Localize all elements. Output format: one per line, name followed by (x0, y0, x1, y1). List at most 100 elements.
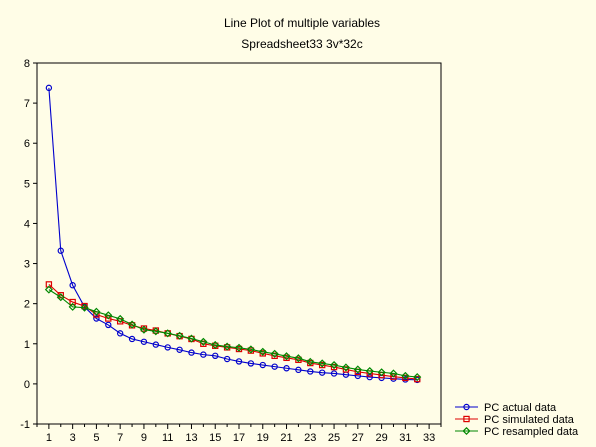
data-point-circle (463, 403, 470, 411)
data-point-diamond (44, 285, 53, 294)
data-point-square (318, 361, 326, 369)
data-point-diamond (462, 426, 471, 436)
y-tick-label: -1 (20, 419, 30, 431)
data-point-diamond (187, 334, 196, 343)
legend-label: PC actual data (484, 402, 557, 414)
x-tick-label: 19 (257, 432, 269, 444)
data-point-circle (128, 335, 136, 343)
data-point-circle (45, 84, 53, 92)
series-line (48, 289, 418, 378)
legend-label: PC simulated data (484, 414, 575, 426)
data-point-diamond (234, 343, 244, 352)
series-line (48, 87, 418, 381)
data-point-circle (212, 352, 219, 360)
data-point-circle (176, 346, 183, 353)
data-point-circle (318, 369, 326, 376)
data-point-square (463, 415, 470, 423)
data-point-circle (152, 341, 160, 348)
data-point-diamond (116, 314, 125, 323)
chart-subtitle: Spreadsheet33 3v*32c (241, 37, 362, 51)
data-point-diamond (139, 325, 148, 334)
data-point-circle (247, 360, 255, 367)
data-point-diamond (223, 342, 232, 351)
x-tick-label: 21 (280, 432, 292, 444)
data-point-square (342, 366, 350, 373)
data-point-diamond (68, 302, 77, 311)
x-tick-label: 29 (375, 432, 387, 444)
x-tick-label: 1 (46, 432, 52, 444)
data-point-square (295, 356, 302, 364)
data-point-diamond (270, 349, 279, 358)
x-tick-label: 5 (93, 432, 99, 444)
data-point-diamond (389, 369, 398, 378)
y-tick-label: 0 (24, 379, 30, 391)
x-tick-label: 23 (304, 432, 316, 444)
data-point-diamond (246, 345, 255, 354)
data-point-diamond (128, 320, 137, 329)
data-point-diamond (104, 311, 113, 320)
legend-label: PC resampled data (484, 426, 579, 438)
data-point-square (81, 302, 88, 310)
data-point-circle (164, 344, 171, 351)
x-tick-label: 3 (70, 432, 76, 444)
data-point-circle (93, 315, 100, 322)
x-tick-label: 25 (328, 432, 340, 444)
data-point-circle (259, 361, 266, 369)
data-point-square (105, 315, 112, 322)
y-tick-label: 7 (24, 98, 30, 110)
data-point-circle (57, 247, 64, 254)
data-point-diamond (199, 337, 208, 346)
x-tick-label: 7 (117, 432, 123, 444)
data-point-circle (69, 282, 76, 289)
data-point-circle (140, 338, 148, 345)
series-layer (44, 84, 422, 384)
data-point-circle (223, 355, 231, 363)
x-tick-label: 31 (399, 432, 411, 444)
data-point-diamond (151, 327, 160, 336)
x-tick-label: 33 (423, 432, 435, 444)
data-point-square (402, 374, 409, 382)
x-tick-label: 11 (162, 432, 173, 444)
data-point-diamond (330, 360, 339, 370)
data-point-diamond (175, 331, 184, 340)
data-point-circle (200, 351, 207, 358)
data-point-diamond (365, 367, 374, 376)
legend-item: PC simulated data (455, 414, 575, 426)
data-point-diamond (282, 352, 291, 361)
data-point-square (200, 340, 207, 347)
series-circle (45, 84, 421, 384)
data-point-square (271, 352, 278, 360)
data-point-circle (271, 363, 278, 370)
data-point-square (414, 375, 421, 383)
data-point-diamond (401, 371, 410, 380)
data-point-diamond (258, 347, 267, 356)
data-point-square (69, 298, 76, 306)
y-tick-label: 4 (24, 218, 30, 230)
data-point-circle (235, 358, 243, 365)
data-point-circle (295, 366, 302, 374)
y-axis: -1 0 1 2 3 4 5 6 7 8 (20, 58, 37, 431)
y-tick-label: 5 (24, 178, 30, 190)
data-point-diamond (80, 303, 89, 312)
data-point-diamond (211, 340, 220, 350)
data-point-square (283, 354, 290, 362)
x-tick-label: 27 (352, 432, 364, 444)
x-tick-label: 17 (233, 432, 245, 444)
y-tick-label: 1 (24, 339, 30, 351)
data-point-diamond (377, 368, 386, 377)
series-diamond (44, 285, 422, 382)
data-point-diamond (318, 359, 327, 368)
data-point-circle (330, 370, 338, 377)
data-point-diamond (163, 329, 172, 338)
data-point-diamond (413, 373, 422, 382)
x-tick-label: 15 (209, 432, 221, 444)
data-point-diamond (341, 363, 350, 372)
data-point-diamond (353, 365, 362, 374)
y-tick-label: 8 (24, 58, 30, 70)
data-point-circle (188, 349, 195, 356)
data-point-circle (307, 368, 314, 375)
x-tick-label: 13 (185, 432, 197, 444)
data-point-diamond (306, 357, 315, 366)
